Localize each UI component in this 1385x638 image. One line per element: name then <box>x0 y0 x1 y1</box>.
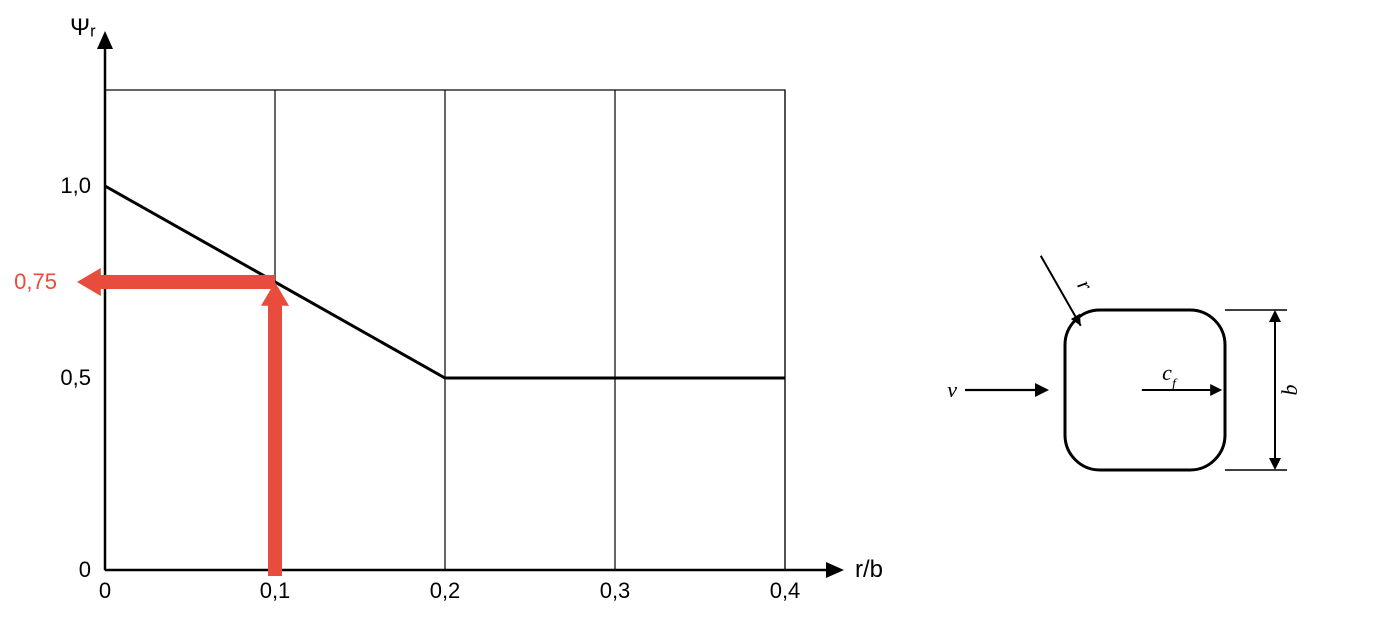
b-label: b <box>1277 385 1302 396</box>
x-axis-label: r/b <box>855 556 883 583</box>
wind-label: v <box>947 377 957 402</box>
x-axis-arrowhead <box>826 562 844 578</box>
x-tick-label: 0,3 <box>600 578 631 603</box>
b-arrowhead-top <box>1269 310 1281 322</box>
y-tick-label: 0,5 <box>60 365 91 390</box>
highlight-arrow-vertical <box>261 282 289 576</box>
wind-arrowhead <box>1035 383 1049 397</box>
highlight-label: 0,75 <box>14 269 57 294</box>
cross-section-diagram: v cf r b <box>947 256 1302 470</box>
r-label: r <box>1072 275 1098 295</box>
chart: 0 0,1 0,2 0,3 0,4 0 0,5 1,0 Ψᵣ r/b 0,75 <box>14 14 883 603</box>
b-arrowhead-bot <box>1269 458 1281 470</box>
x-tick-label: 0,1 <box>260 578 291 603</box>
cf-label: cf <box>1162 360 1178 392</box>
y-axis-arrowhead <box>97 31 113 49</box>
cf-arrowhead <box>1210 384 1222 396</box>
x-tick-label: 0,2 <box>430 578 461 603</box>
y-tick-label: 1,0 <box>60 173 91 198</box>
highlight-arrow-horizontal <box>77 268 275 296</box>
y-tick-label: 0 <box>79 557 91 582</box>
x-tick-label: 0,4 <box>770 578 801 603</box>
x-tick-label: 0 <box>99 578 111 603</box>
y-axis-label: Ψᵣ <box>70 14 96 41</box>
